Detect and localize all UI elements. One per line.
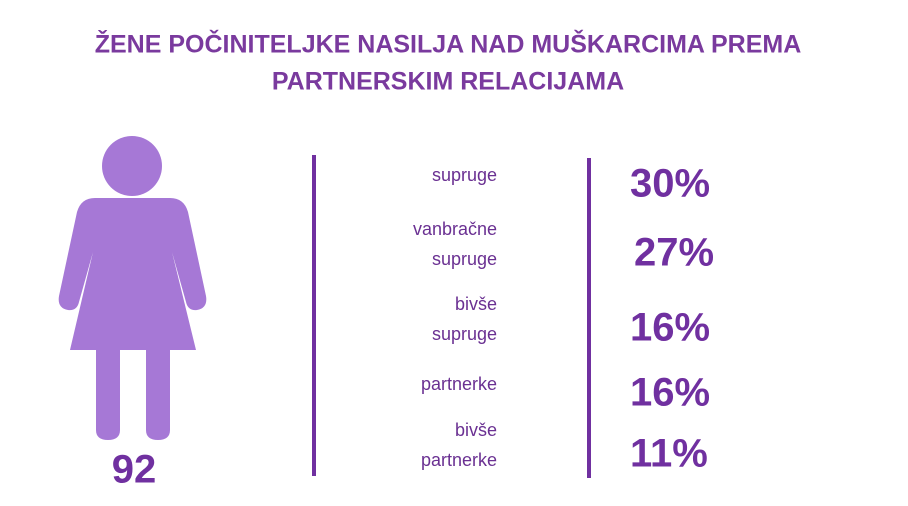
row-label: supruge [432,249,497,269]
row-value: 11% [630,432,708,476]
row-label: vanbračne [413,219,497,239]
row-label: partnerke [421,374,497,394]
row-label: supruge [432,165,497,185]
row-label: partnerke [421,450,497,470]
title-line: ŽENE POČINITELJKE NASILJA NAD MUŠKARCIMA… [95,29,802,59]
row-value: 16% [630,306,710,350]
row-label: supruge [432,324,497,344]
count: 92 [112,448,157,492]
rows: supruge 30% vanbračne supruge 27% bivše suprug… [413,162,714,476]
title-line: PARTNERSKIM RELACIJAMA [272,68,624,96]
row-label: bivše [455,294,497,314]
row-label: bivše [455,420,497,440]
row-value: 30% [630,162,710,206]
row-value: 27% [634,231,714,275]
row-value: 16% [630,371,710,415]
woman-icon [58,136,207,440]
